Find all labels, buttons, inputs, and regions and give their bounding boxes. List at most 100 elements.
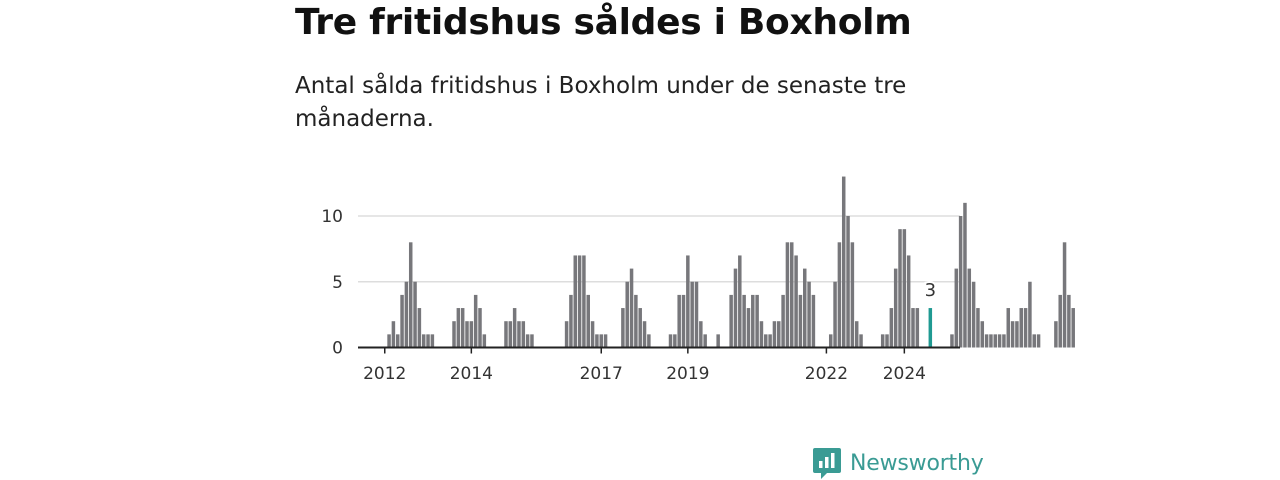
bar <box>694 281 699 348</box>
bar <box>668 334 673 348</box>
bar <box>889 308 894 348</box>
bar <box>703 334 707 348</box>
y-tick-label: 10 <box>321 207 343 227</box>
bar <box>582 255 586 348</box>
bar <box>512 308 517 348</box>
bar <box>1032 334 1036 348</box>
bar <box>417 308 422 348</box>
bar <box>530 334 534 348</box>
bar <box>1015 321 1019 348</box>
bar <box>599 334 603 348</box>
bar <box>426 334 430 348</box>
brand-name: Newsworthy <box>850 450 984 476</box>
bar <box>452 321 456 348</box>
bar <box>1058 294 1062 348</box>
bar <box>950 334 954 348</box>
bar <box>980 321 985 348</box>
bar <box>595 334 599 348</box>
bar <box>590 321 595 348</box>
bar <box>569 294 573 348</box>
bar <box>482 334 487 348</box>
bar <box>777 321 781 348</box>
bar <box>846 216 850 348</box>
bar <box>586 294 590 348</box>
bar <box>906 255 911 348</box>
bar <box>564 321 569 348</box>
bar <box>621 308 625 348</box>
bar <box>1028 281 1032 348</box>
x-tick-label: 2012 <box>363 364 406 384</box>
bar <box>738 255 742 348</box>
bar <box>902 229 907 348</box>
bar <box>790 242 794 348</box>
bar <box>993 334 998 348</box>
bar <box>755 294 759 348</box>
bar <box>690 281 694 348</box>
bar <box>508 321 513 348</box>
bar <box>716 334 720 348</box>
bar <box>1054 321 1058 348</box>
y-axis-ticks: 0 5 10 <box>321 207 343 359</box>
chart-title: Tre fritidshus såldes i Boxholm <box>295 2 912 43</box>
bar <box>408 242 413 348</box>
bars <box>387 176 1075 348</box>
bar <box>456 308 461 348</box>
bar <box>673 334 677 348</box>
bar <box>387 334 391 348</box>
bar <box>395 334 400 348</box>
bar <box>391 321 396 348</box>
bar <box>729 294 733 348</box>
bar <box>629 268 634 348</box>
bar <box>885 334 889 348</box>
bar <box>828 334 833 348</box>
x-tick-label: 2017 <box>580 364 623 384</box>
bar <box>478 308 482 348</box>
bar <box>850 242 855 348</box>
bar <box>893 268 898 348</box>
brand-logo: Newsworthy <box>812 446 984 480</box>
x-tick-label: 2019 <box>666 364 709 384</box>
bar <box>525 334 530 348</box>
bar <box>798 294 803 348</box>
chart-subtitle: Antal sålda fritidshus i Boxholm under d… <box>295 73 907 132</box>
bar <box>1071 308 1075 348</box>
bar <box>854 321 859 348</box>
bar <box>1006 308 1011 348</box>
bar <box>811 294 816 348</box>
x-tick-label: 2014 <box>450 364 493 384</box>
bar <box>1023 308 1028 348</box>
bar <box>984 334 989 348</box>
bar <box>473 294 478 348</box>
bar <box>677 294 681 348</box>
grid-lines <box>358 215 960 283</box>
bar <box>976 308 980 348</box>
bar <box>833 281 837 348</box>
bar <box>1002 334 1006 348</box>
bar <box>504 321 508 348</box>
bar <box>954 268 959 348</box>
bar <box>859 334 863 348</box>
bar <box>521 321 526 348</box>
annotations: 3 <box>923 278 938 303</box>
bar <box>803 268 807 348</box>
bar <box>759 321 764 348</box>
bar <box>742 294 746 348</box>
x-tick-label: 2022 <box>805 364 848 384</box>
bar <box>517 321 521 348</box>
bar <box>751 294 755 348</box>
bar <box>1019 308 1023 348</box>
bar <box>764 334 768 348</box>
bar <box>460 308 465 348</box>
bar <box>794 255 798 348</box>
bar <box>967 268 972 348</box>
bar <box>421 334 426 348</box>
bar <box>1036 334 1041 348</box>
bar <box>971 281 976 348</box>
bar <box>772 321 777 348</box>
bar <box>785 242 790 348</box>
x-tick-label: 2024 <box>883 364 926 384</box>
bar <box>768 334 772 348</box>
bar <box>400 294 404 348</box>
bar <box>989 334 993 348</box>
bar <box>880 334 885 348</box>
